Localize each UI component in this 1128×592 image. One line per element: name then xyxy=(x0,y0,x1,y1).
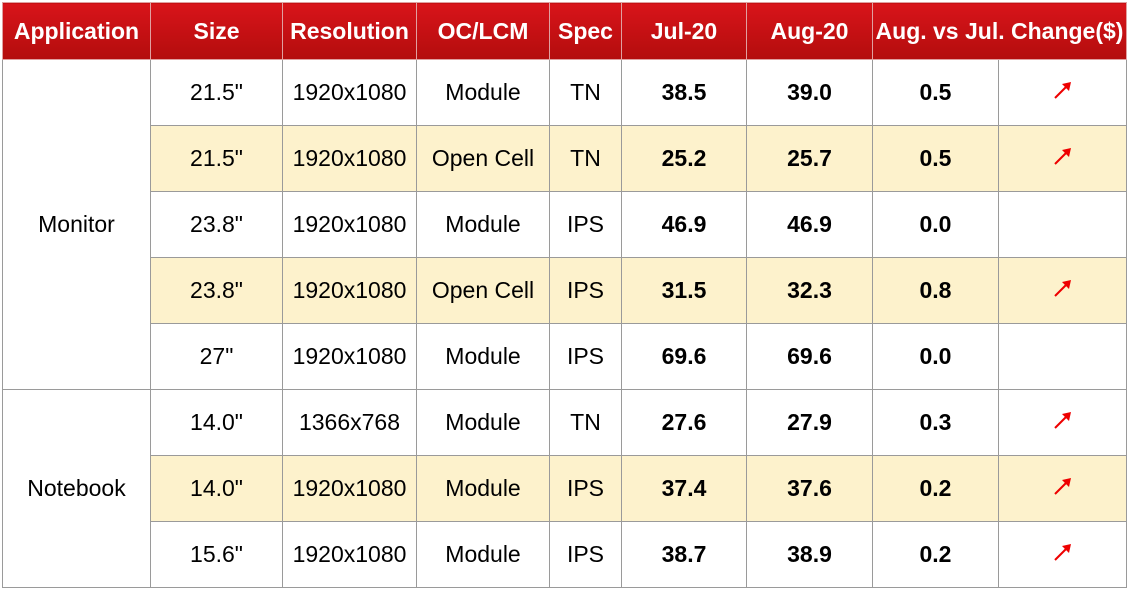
up-arrow xyxy=(1053,411,1071,429)
table-cell: 0.0 xyxy=(872,191,999,258)
table-cell: IPS xyxy=(549,455,622,522)
trend-cell xyxy=(998,59,1127,126)
table-cell: IPS xyxy=(549,521,622,588)
table-cell: 0.0 xyxy=(872,323,999,390)
trend-cell xyxy=(998,521,1127,588)
header-cell: Aug-20 xyxy=(746,2,873,60)
table-cell: 21.5" xyxy=(150,59,283,126)
table-cell: 69.6 xyxy=(621,323,747,390)
trend-cell xyxy=(998,125,1127,192)
table-row: Notebook 14.0" 1366x768 Module TN 27.6 27.9 0.3 xyxy=(2,389,1127,588)
trend-cell xyxy=(998,257,1127,324)
table-cell: 14.0" xyxy=(150,455,283,522)
table-cell: 38.9 xyxy=(746,521,873,588)
up-arrow xyxy=(1053,279,1071,297)
table-cell: IPS xyxy=(549,257,622,324)
table-cell: 1920x1080 xyxy=(282,455,417,522)
table-cell: 27" xyxy=(150,323,283,390)
table-cell: 37.4 xyxy=(621,455,747,522)
table-cell: 21.5" xyxy=(150,125,283,192)
table-cell: TN xyxy=(549,125,622,192)
table-cell: 14.0" xyxy=(150,389,283,456)
trend-cell xyxy=(998,323,1127,390)
table-cell: 0.2 xyxy=(872,521,999,588)
table-cell: 31.5 xyxy=(621,257,747,324)
table-row: 27" 1920x1080 Module IPS 69.6 69.6 0.0 xyxy=(3,323,1127,390)
table-cell: 27.6 xyxy=(621,389,747,456)
up-arrow xyxy=(1053,147,1071,165)
table-cell: 0.5 xyxy=(872,59,999,126)
table-row: 23.8" 1920x1080 Open Cell IPS 31.5 32.3 0.8 xyxy=(3,257,1127,324)
table-row: 23.8" 1920x1080 Module IPS 46.9 46.9 0.0 xyxy=(3,191,1127,258)
table-cell: 38.7 xyxy=(621,521,747,588)
table-row: 15.6" 1920x1080 Module IPS 38.7 38.9 0.2 xyxy=(3,521,1127,588)
table-cell: Module xyxy=(416,323,550,390)
table-cell: Open Cell xyxy=(416,125,550,192)
table-cell: Module xyxy=(416,521,550,588)
up-arrow xyxy=(1053,477,1071,495)
table-cell: TN xyxy=(549,59,622,126)
trend-cell xyxy=(998,191,1127,258)
table-cell: 1920x1080 xyxy=(282,125,417,192)
header-cell: Aug. vs Jul. Change($) xyxy=(872,2,1127,60)
table-cell: 0.5 xyxy=(872,125,999,192)
table-cell: 1920x1080 xyxy=(282,521,417,588)
header-cell: Jul-20 xyxy=(621,2,747,60)
table-cell: IPS xyxy=(549,323,622,390)
table-cell: 15.6" xyxy=(150,521,283,588)
table-cell: 38.5 xyxy=(621,59,747,126)
table-cell: Module xyxy=(416,389,550,456)
table-cell: Open Cell xyxy=(416,257,550,324)
table-cell: Module xyxy=(416,455,550,522)
table-cell: 39.0 xyxy=(746,59,873,126)
table-cell: TN xyxy=(549,389,622,456)
table-cell: 0.3 xyxy=(872,389,999,456)
table-cell: 69.6 xyxy=(746,323,873,390)
table-cell: 32.3 xyxy=(746,257,873,324)
table-cell: 27.9 xyxy=(746,389,873,456)
trend-cell xyxy=(998,455,1127,522)
table-row: 14.0" 1920x1080 Module IPS 37.4 37.6 0.2 xyxy=(3,455,1127,522)
header-cell: Application xyxy=(2,2,151,60)
table-cell: 1920x1080 xyxy=(282,257,417,324)
table-cell: 25.2 xyxy=(621,125,747,192)
table-cell: 1920x1080 xyxy=(282,323,417,390)
table-row: 21.5" 1920x1080 Open Cell TN 25.2 25.7 0.5 xyxy=(3,125,1127,192)
header-cell: Size xyxy=(150,2,283,60)
up-arrow xyxy=(1053,543,1071,561)
trend-cell xyxy=(998,389,1127,456)
table-cell: 0.8 xyxy=(872,257,999,324)
header-cell: Spec xyxy=(549,2,622,60)
header-cell: Resolution xyxy=(282,2,417,60)
table-cell: 25.7 xyxy=(746,125,873,192)
up-arrow xyxy=(1053,81,1071,99)
header-cell: OC/LCM xyxy=(416,2,550,60)
table-cell: Module xyxy=(416,59,550,126)
header-row: Application Size Resolution OC/LCM Spec … xyxy=(2,2,1127,60)
table-cell: 1920x1080 xyxy=(282,59,417,126)
application-cell: Monitor xyxy=(2,59,151,390)
table-cell: 37.6 xyxy=(746,455,873,522)
table-cell: 46.9 xyxy=(621,191,747,258)
table-cell: 1366x768 xyxy=(282,389,417,456)
table-cell: 1920x1080 xyxy=(282,191,417,258)
table-cell: 0.2 xyxy=(872,455,999,522)
table-cell: Module xyxy=(416,191,550,258)
table-cell: 23.8" xyxy=(150,191,283,258)
application-cell: Notebook xyxy=(2,389,151,588)
table-row: Monitor 21.5" 1920x1080 Module TN 38.5 39.0 0.5 xyxy=(2,59,1127,390)
table-cell: 23.8" xyxy=(150,257,283,324)
table-cell: IPS xyxy=(549,191,622,258)
table-body: Monitor 21.5" 1920x1080 Module TN 38.5 39.0 0.5… xyxy=(2,59,1127,588)
table-cell: 46.9 xyxy=(746,191,873,258)
